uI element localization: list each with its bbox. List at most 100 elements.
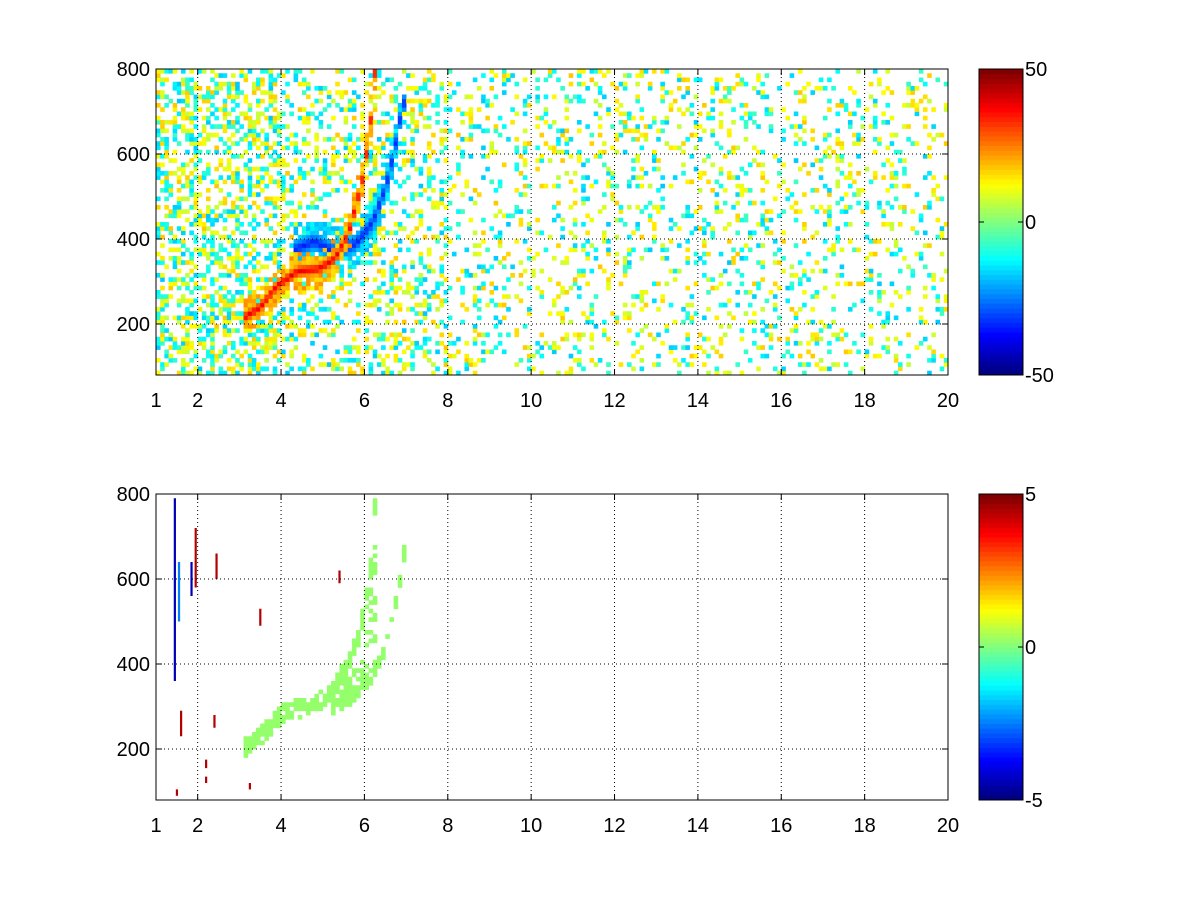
heatmap-cell (339, 247, 344, 253)
heatmap-cell (714, 366, 720, 372)
colorbar-swatch (979, 360, 1023, 366)
heatmap-cell (256, 120, 261, 125)
heatmap-cell (168, 183, 174, 189)
heatmap-cell (764, 107, 770, 112)
heatmap-cell (585, 175, 590, 180)
heatmap-cell (356, 239, 361, 244)
heatmap-cell (164, 315, 169, 321)
heatmap-cell (843, 205, 849, 210)
heatmap-cell (310, 69, 315, 74)
heatmap-cell (864, 166, 870, 172)
heatmap-cell (276, 205, 282, 210)
heatmap-cell (672, 358, 678, 363)
heatmap-cell (243, 349, 249, 355)
heatmap-cell (172, 171, 178, 176)
heatmap-cell (760, 345, 765, 350)
heatmap-cell (839, 141, 845, 146)
heatmap-cell (827, 247, 832, 253)
heatmap-cell (814, 336, 820, 342)
heatmap-cell (777, 315, 782, 321)
heatmap-cell (306, 256, 311, 261)
heatmap-cell (264, 256, 269, 261)
heatmap-cell (622, 124, 628, 129)
colorbar-swatch (979, 131, 1023, 137)
heatmap-cell (468, 94, 474, 100)
x-tick-label: 2 (192, 815, 203, 837)
heatmap-cell (301, 226, 307, 231)
heatmap-cell (910, 98, 916, 104)
heatmap-cell (760, 264, 765, 270)
heatmap-cell (231, 154, 236, 159)
heatmap-cell (510, 107, 515, 112)
heatmap-cell (218, 213, 224, 219)
heatmap-cell (210, 90, 215, 95)
heatmap-cell (585, 315, 590, 321)
heatmap-cell (356, 137, 361, 142)
heatmap-cell (572, 234, 578, 240)
heatmap-cell (852, 90, 857, 95)
heatmap-cell (164, 205, 169, 210)
heatmap-cell (339, 706, 344, 712)
heatmap-cell (743, 256, 749, 261)
heatmap-cell (422, 264, 428, 270)
heatmap-cell (839, 171, 845, 176)
heatmap-cell (285, 94, 290, 100)
heatmap-cell (318, 281, 324, 287)
heatmap-cell (347, 685, 353, 690)
heatmap-cell (218, 158, 224, 163)
heatmap-cell (156, 230, 161, 236)
heatmap-cell (347, 222, 353, 227)
heatmap-cell (193, 98, 199, 104)
heatmap-cell (310, 192, 315, 197)
heatmap-cell (360, 681, 365, 686)
heatmap-cell (297, 285, 303, 291)
heatmap-cell (226, 120, 232, 125)
heatmap-cell (451, 90, 457, 95)
heatmap-cell (356, 175, 361, 180)
heatmap-cell (806, 349, 811, 355)
heatmap-cell (810, 294, 816, 299)
heatmap-cell (585, 86, 590, 91)
heatmap-cell (335, 685, 340, 690)
heatmap-cell (168, 230, 174, 236)
heatmap-cell (893, 196, 899, 202)
heatmap-cell (618, 132, 624, 138)
heatmap-cell (326, 260, 332, 265)
heatmap-cell (543, 247, 549, 253)
heatmap-cell (889, 281, 895, 287)
heatmap-cell (631, 115, 636, 121)
heatmap-cell (493, 128, 499, 134)
heatmap-cell (877, 294, 882, 299)
heatmap-cell (681, 307, 686, 312)
heatmap-cell (351, 672, 357, 678)
heatmap-cell (585, 239, 590, 244)
heatmap-cell (272, 315, 278, 321)
heatmap-cell (397, 124, 403, 129)
heatmap-cell (156, 226, 161, 231)
heatmap-cell (768, 324, 774, 329)
heatmap-cell (468, 137, 474, 142)
heatmap-cell (368, 222, 374, 227)
heatmap-cell (906, 103, 911, 108)
heatmap-cell (814, 294, 820, 299)
heatmap-cell (460, 319, 465, 325)
heatmap-cell (760, 319, 765, 325)
heatmap-cell (243, 740, 249, 746)
heatmap-cell (293, 273, 299, 278)
heatmap-cell (397, 579, 403, 584)
heatmap-cell (385, 302, 390, 308)
heatmap-cell (639, 366, 645, 372)
heatmap-cell (201, 277, 207, 282)
heatmap-cell (160, 120, 165, 125)
heatmap-cell (389, 273, 394, 278)
heatmap-cell (181, 362, 186, 367)
heatmap-cell (718, 111, 724, 117)
heatmap-cell (326, 264, 332, 270)
heatmap-cell (501, 162, 507, 168)
heatmap-cell (156, 166, 161, 172)
heatmap-cell (293, 222, 299, 227)
heatmap-cell (818, 86, 824, 91)
heatmap-cell (935, 319, 941, 325)
heatmap-cell (822, 86, 828, 91)
heatmap-cell (281, 285, 286, 291)
